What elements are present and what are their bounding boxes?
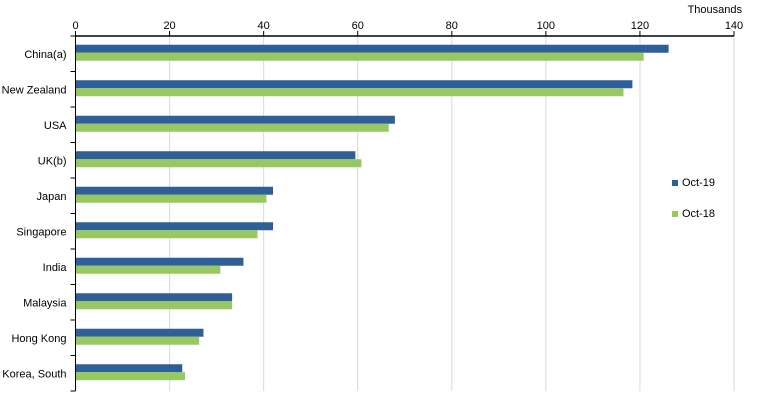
bar-oct-19: [75, 186, 274, 195]
bar-oct-18: [75, 336, 200, 345]
bar-oct-19: [75, 115, 395, 124]
category-label: Hong Kong: [11, 333, 66, 345]
category-label: New Zealand: [2, 84, 67, 96]
x-tick-label: 100: [537, 20, 555, 32]
category-label: Malaysia: [23, 297, 67, 309]
bar-oct-19: [75, 44, 669, 53]
bar-oct-18: [75, 88, 624, 97]
x-tick-label: 120: [631, 20, 649, 32]
category-label: Korea, South: [2, 368, 66, 380]
x-tick-label: 60: [352, 20, 364, 32]
bar-oct-19: [75, 80, 633, 89]
x-tick-label: 80: [446, 20, 458, 32]
bar-oct-19: [75, 293, 233, 302]
x-tick-label: 20: [163, 20, 175, 32]
category-label: Singapore: [16, 226, 66, 238]
bar-oct-19: [75, 364, 183, 373]
legend-label: Oct-18: [682, 208, 715, 220]
bar-oct-18: [75, 265, 221, 274]
bar-oct-19: [75, 328, 204, 337]
bar-oct-18: [75, 372, 186, 381]
bar-oct-18: [75, 230, 258, 239]
bar-oct-18: [75, 301, 233, 310]
bar-oct-19: [75, 222, 274, 231]
category-label: UK(b): [38, 155, 67, 167]
legend-label: Oct-19: [682, 177, 715, 189]
category-label: India: [43, 262, 68, 274]
bar-oct-19: [75, 151, 356, 160]
x-tick-label: 140: [725, 20, 743, 32]
legend-swatch: [672, 211, 678, 217]
x-tick-label: 40: [258, 20, 270, 32]
unit-label: Thousands: [688, 4, 743, 16]
legend-swatch: [672, 180, 678, 186]
bar-oct-18: [75, 159, 362, 168]
category-label: USA: [44, 120, 67, 132]
bar-oct-18: [75, 123, 389, 132]
category-label: China(a): [24, 49, 66, 61]
bar-oct-18: [75, 52, 644, 61]
bar-oct-19: [75, 257, 244, 266]
bar-oct-18: [75, 194, 267, 203]
category-label: Japan: [37, 191, 67, 203]
x-tick-label: 0: [72, 20, 78, 32]
